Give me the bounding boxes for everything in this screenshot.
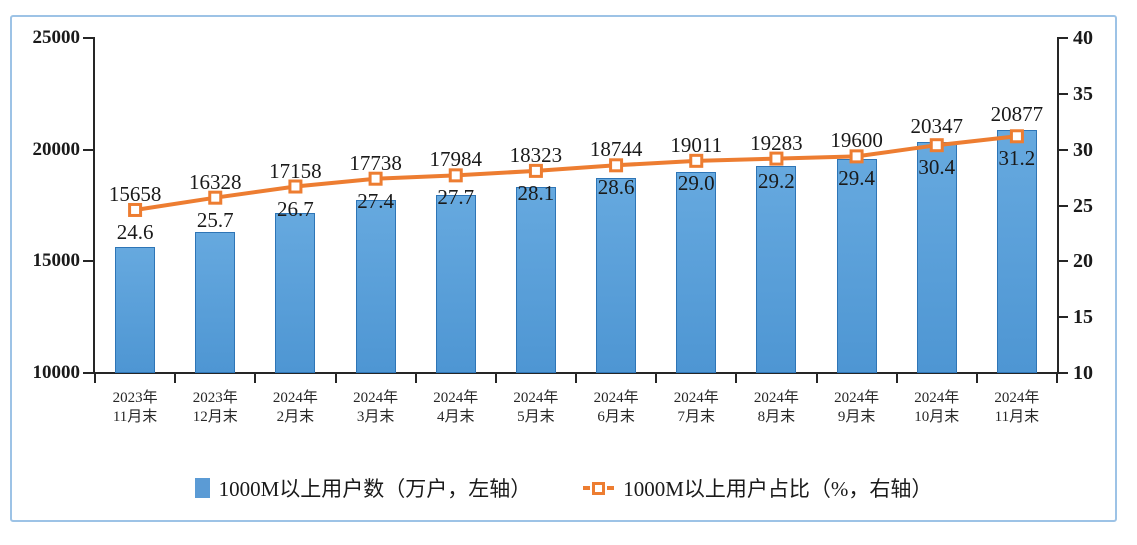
line-value-label: 31.2: [998, 146, 1036, 171]
left-axis-label: 20000: [32, 138, 81, 160]
x-axis-tick: [975, 374, 978, 383]
bar-value-label: 20347: [910, 113, 964, 138]
line-value-label: 24.6: [116, 219, 154, 244]
bar: [275, 213, 316, 373]
bar: [115, 246, 156, 373]
right-axis-tick: [1059, 372, 1068, 374]
right-axis-tick: [1059, 37, 1068, 39]
left-axis-tick: [83, 148, 93, 151]
right-axis-label: 40: [1073, 27, 1093, 49]
x-axis-label: 2024年 5月末: [513, 390, 559, 425]
right-axis-tick: [1059, 260, 1068, 263]
x-axis-tick: [94, 374, 96, 383]
bar: [435, 194, 476, 373]
x-axis-tick: [895, 374, 898, 383]
right-axis-label: 20: [1073, 250, 1093, 273]
right-axis-label: 10: [1073, 362, 1093, 384]
x-axis-label: 2024年 4月末: [433, 390, 479, 425]
x-axis-tick: [815, 374, 818, 383]
right-axis-label: 25: [1073, 194, 1093, 217]
x-axis-label: 2024年 3月末: [353, 390, 399, 425]
right-axis-tick: [1059, 204, 1068, 207]
x-axis-label: 2024年 9月末: [834, 390, 880, 425]
y-axis-right: [1057, 37, 1059, 374]
line-legend-label: 1000M以上用户占比（%，右轴）: [623, 477, 933, 501]
left-axis-tick: [83, 37, 93, 39]
x-axis-label: 2023年 11月末: [112, 390, 158, 425]
x-axis-tick: [575, 374, 577, 383]
x-axis-tick: [1056, 374, 1058, 383]
bar: [756, 165, 797, 373]
bar: [596, 177, 637, 373]
x-axis-tick: [414, 374, 417, 383]
y-axis-left: [93, 37, 95, 374]
line-dash-icon: [607, 486, 615, 490]
x-axis-tick: [655, 374, 658, 383]
x-axis-tick: [254, 374, 257, 383]
bar-legend-swatch: [194, 478, 210, 498]
bar: [676, 171, 717, 373]
x-axis-tick: [735, 374, 738, 383]
bar: [355, 200, 396, 373]
left-axis-label: 25000: [32, 27, 81, 48]
left-axis-label: 15000: [32, 250, 81, 272]
x-axis-tick: [494, 374, 497, 383]
legend-item-line-series: 1000M以上用户占比（%，右轴）: [583, 473, 932, 503]
x-axis-label: 2024年 6月末: [593, 390, 639, 425]
bar: [836, 158, 877, 373]
bar-legend-label: 1000M以上用户数（万户，左轴）: [218, 477, 532, 501]
x-axis-label: 2023年 12月末: [192, 390, 238, 425]
x-axis-tick: [174, 374, 177, 383]
x-axis-label: 2024年 8月末: [753, 390, 799, 425]
right-axis-tick: [1059, 316, 1068, 319]
line-legend-marker-icon: [583, 481, 615, 495]
chart-legend: 1000M以上用户数（万户，左轴） 1000M以上用户占比（%，右轴）: [12, 473, 1115, 503]
x-axis: [93, 372, 1059, 374]
x-axis-tick: [334, 374, 337, 383]
right-axis-label: 35: [1073, 82, 1093, 105]
right-axis-label: 15: [1073, 306, 1093, 329]
x-axis-label: 2024年 2月末: [272, 390, 318, 425]
line-square-marker-icon: [592, 481, 606, 495]
bar: [515, 187, 556, 373]
legend-item-bar-series: 1000M以上用户数（万户，左轴）: [194, 473, 532, 503]
bar-value-label: 20877: [990, 102, 1044, 127]
right-axis-tick: [1059, 148, 1068, 151]
x-axis-label: 2024年 7月末: [673, 390, 719, 425]
bar: [195, 231, 236, 373]
right-axis-label: 30: [1073, 138, 1093, 161]
left-axis-label: 10000: [32, 362, 81, 383]
x-axis-label: 2024年 11月末: [994, 390, 1040, 425]
left-axis-tick: [83, 372, 93, 374]
right-axis-tick: [1059, 92, 1068, 95]
x-axis-label: 2024年 10月末: [914, 390, 960, 425]
left-axis-tick: [83, 260, 93, 263]
line-dash-icon: [583, 486, 591, 490]
